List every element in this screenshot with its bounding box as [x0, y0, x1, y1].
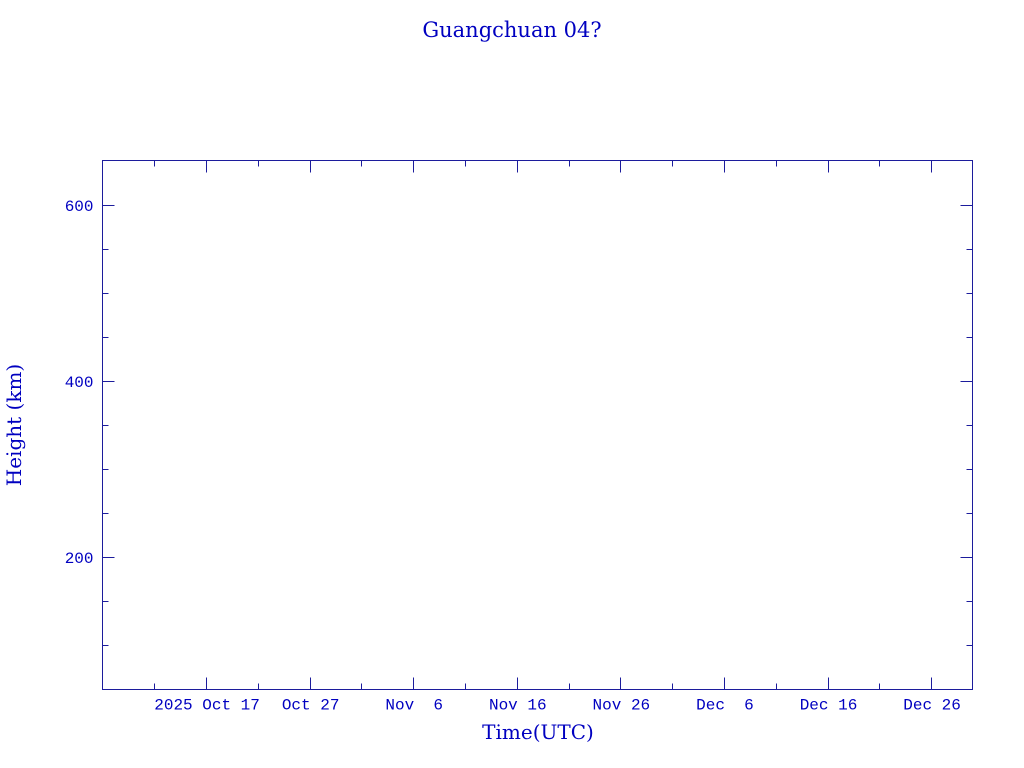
- x-tick-label: Nov 26: [593, 697, 651, 715]
- x-tick-label: Nov 16: [489, 697, 547, 715]
- x-tick-label: 2025 Oct 17: [154, 697, 260, 715]
- x-tick-label: Dec 6: [696, 697, 754, 715]
- y-tick-label: 400: [65, 374, 94, 392]
- x-tick-label: Dec 16: [800, 697, 858, 715]
- x-tick-label: Oct 27: [282, 697, 340, 715]
- tick-labels: 200 400 600 2025 Oct 17 Oct 27 Nov 6 Nov 16 Nov…: [65, 198, 961, 715]
- y-tick-label: 200: [65, 550, 94, 568]
- x-tick-label: Nov 6: [385, 697, 443, 715]
- chart-title: Guangchuan 04?: [422, 18, 601, 42]
- y-tick-label: 600: [65, 198, 94, 216]
- axis-ticks: [102, 160, 973, 690]
- y-axis-label: Height (km): [2, 364, 26, 486]
- x-tick-label: Dec 26: [903, 697, 961, 715]
- plot-frame: [102, 160, 973, 690]
- x-axis-label: Time(UTC): [482, 720, 594, 744]
